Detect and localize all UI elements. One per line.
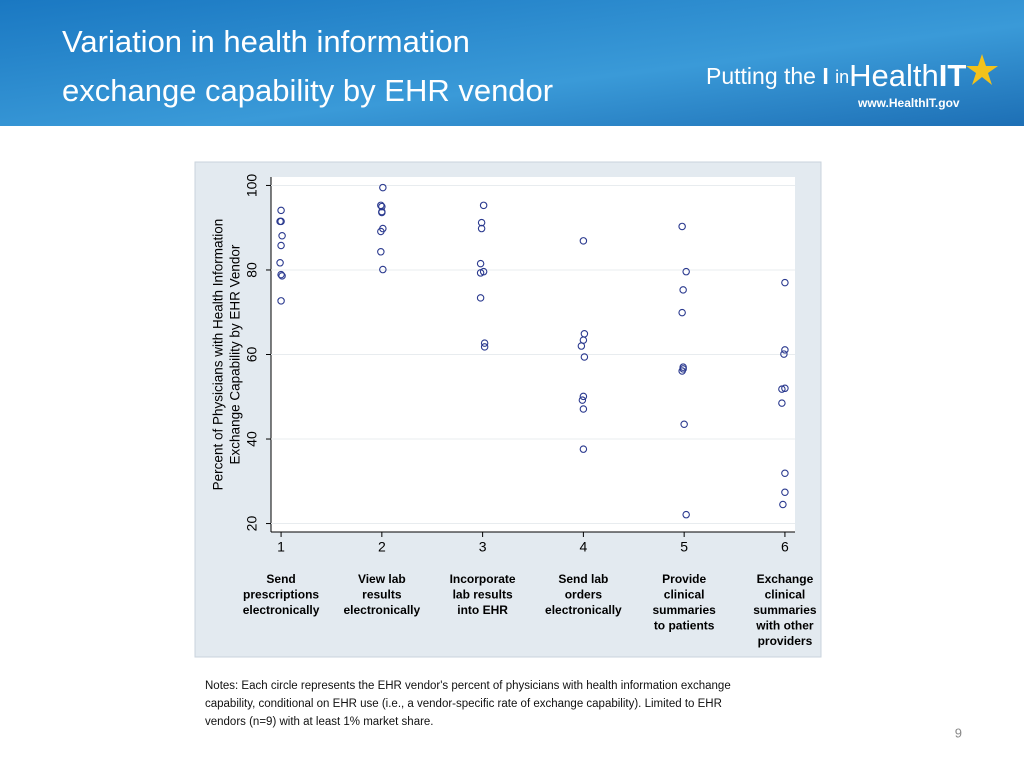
chart: 20 40 60 80 100 Percent of Physicians with He… bbox=[211, 174, 817, 649]
point bbox=[579, 445, 588, 453]
x-tick-description: summaries bbox=[652, 603, 716, 617]
point bbox=[781, 384, 789, 393]
slide-number: 9 bbox=[955, 725, 962, 740]
point bbox=[276, 259, 284, 267]
point bbox=[779, 500, 787, 509]
x-tick-description: electronically bbox=[343, 603, 420, 617]
x-tick-description: with other bbox=[755, 619, 814, 633]
logo-star bbox=[966, 54, 998, 85]
y-tick-label: 60 bbox=[244, 347, 260, 363]
logo-text: IT bbox=[939, 58, 967, 93]
x-tick-description: providers bbox=[758, 634, 813, 648]
y-axis-label: Exchange Capability by EHR Vendor bbox=[228, 244, 243, 464]
point bbox=[377, 248, 385, 256]
point bbox=[276, 217, 284, 226]
point bbox=[579, 392, 588, 401]
point bbox=[679, 286, 687, 294]
x-tick-description: Provide bbox=[662, 572, 706, 586]
x-tick-description: clinical bbox=[765, 588, 806, 602]
point bbox=[378, 208, 386, 217]
point bbox=[476, 269, 485, 277]
x-tick-description: orders bbox=[565, 588, 603, 602]
x-tick-description: electronically bbox=[243, 603, 320, 617]
point bbox=[277, 206, 285, 215]
x-tick-description: Exchange bbox=[757, 572, 814, 586]
x-tick-label: 4 bbox=[579, 539, 587, 555]
x-tick-description: Send lab bbox=[558, 572, 608, 586]
point bbox=[780, 350, 788, 358]
x-tick-description: prescriptions bbox=[243, 588, 319, 602]
y-tick-label: 80 bbox=[244, 262, 260, 278]
point bbox=[277, 297, 285, 305]
notes: Notes: Each circle represents the EHR ve… bbox=[205, 680, 731, 692]
logo: Putting the I inHealthIT bbox=[706, 58, 966, 93]
point bbox=[678, 308, 686, 317]
x-tick-description: to patients bbox=[654, 619, 715, 633]
point bbox=[680, 420, 688, 428]
x-tick-description: into EHR bbox=[457, 603, 508, 617]
point bbox=[580, 353, 589, 361]
point bbox=[277, 270, 285, 279]
logo-text: in bbox=[835, 67, 849, 87]
x-tick-label: 1 bbox=[277, 539, 285, 555]
title: Variation in health information bbox=[62, 24, 470, 59]
point bbox=[278, 272, 286, 280]
notes: vendors (n=9) with at least 1% market sh… bbox=[205, 716, 434, 728]
x-tick-description: Send bbox=[266, 572, 295, 586]
x-tick-description: lab results bbox=[453, 588, 513, 602]
logo-url: www.HealthIT.gov bbox=[857, 96, 960, 110]
point bbox=[579, 405, 588, 413]
logo-text: Putting the bbox=[706, 63, 816, 89]
y-tick-label: 100 bbox=[244, 174, 260, 198]
point bbox=[682, 267, 690, 276]
point bbox=[277, 241, 285, 250]
point bbox=[477, 224, 486, 233]
logo-text: I bbox=[822, 63, 828, 89]
notes: capability, conditional on EHR use (i.e.… bbox=[205, 698, 722, 710]
logo-text: Health bbox=[849, 58, 939, 93]
point bbox=[480, 339, 489, 347]
point bbox=[377, 227, 385, 236]
x-tick-description: clinical bbox=[664, 588, 705, 602]
x-tick-description: View lab bbox=[358, 572, 406, 586]
point bbox=[781, 346, 789, 354]
point bbox=[480, 343, 489, 351]
point bbox=[379, 265, 387, 274]
point bbox=[476, 294, 485, 302]
x-tick-description: Incorporate bbox=[450, 572, 516, 586]
point bbox=[781, 469, 789, 478]
point bbox=[781, 488, 789, 497]
point bbox=[778, 399, 786, 407]
x-tick-label: 6 bbox=[781, 539, 789, 555]
point bbox=[781, 278, 789, 287]
header-band bbox=[0, 0, 1024, 126]
point bbox=[577, 342, 586, 350]
x-tick-label: 5 bbox=[680, 539, 688, 555]
x-tick-description: summaries bbox=[753, 603, 817, 617]
x-tick-description: electronically bbox=[545, 603, 622, 617]
x-tick-description: results bbox=[362, 588, 402, 602]
point bbox=[578, 396, 587, 404]
point bbox=[278, 231, 286, 240]
point bbox=[778, 385, 786, 393]
point bbox=[682, 510, 690, 519]
point bbox=[678, 367, 686, 375]
point bbox=[379, 183, 387, 192]
x-tick-label: 3 bbox=[479, 539, 487, 555]
point bbox=[476, 259, 485, 268]
y-tick-label: 40 bbox=[244, 431, 260, 447]
x-tick-label: 2 bbox=[378, 539, 386, 555]
y-tick-label: 20 bbox=[244, 516, 260, 532]
point bbox=[479, 201, 488, 210]
y-axis-label: Percent of Physicians with Health Inform… bbox=[211, 219, 226, 491]
title: exchange capability by EHR vendor bbox=[62, 73, 553, 108]
point bbox=[678, 222, 686, 231]
point bbox=[579, 237, 588, 245]
